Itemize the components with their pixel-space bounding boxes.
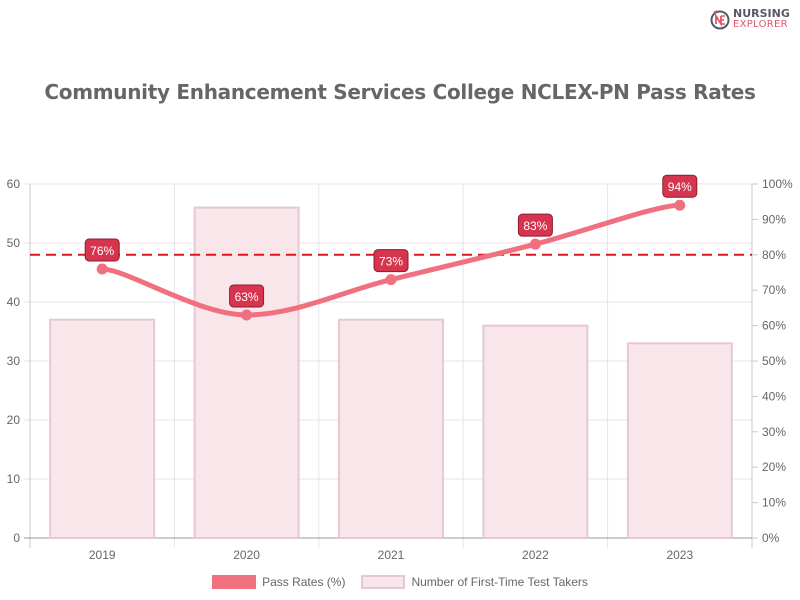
data-label: 94% <box>662 174 698 198</box>
data-label: 63% <box>229 284 265 308</box>
nursing-explorer-logo: NURSING EXPLORER <box>710 8 790 30</box>
bar-2022[interactable] <box>482 324 589 539</box>
y-left-tick: 40 <box>7 295 21 309</box>
y-left-tick: 20 <box>7 413 21 427</box>
legend-label-pass-rates: Pass Rates (%) <box>262 575 346 589</box>
y-left-tick: 60 <box>7 177 21 191</box>
y-left-tick: 30 <box>7 354 21 368</box>
test-takers-swatch <box>361 575 406 589</box>
data-label: 73% <box>373 249 409 273</box>
y-right-tick: 10% <box>762 496 786 510</box>
y-left-tick: 0 <box>13 531 20 545</box>
svg-text:73%: 73% <box>379 255 403 269</box>
bar-2021[interactable] <box>338 318 444 540</box>
y-left-tick: 50 <box>7 236 21 250</box>
pass-rates-swatch <box>212 575 257 589</box>
logo-icon <box>710 10 730 30</box>
svg-text:83%: 83% <box>523 219 547 233</box>
y-right-tick: 50% <box>762 354 786 368</box>
svg-text:94%: 94% <box>668 180 692 194</box>
chart-title: Community Enhancement Services College N… <box>44 80 756 104</box>
svg-text:76%: 76% <box>90 244 114 258</box>
bar-2023[interactable] <box>626 342 733 539</box>
pass-rate-point[interactable] <box>674 199 686 211</box>
legend-item-test-takers[interactable]: Number of First-Time Test Takers <box>361 575 588 589</box>
legend-item-pass-rates[interactable]: Pass Rates (%) <box>212 575 345 589</box>
logo-line2: EXPLORER <box>733 19 788 30</box>
pass-rate-point[interactable] <box>385 274 397 286</box>
legend: Pass Rates (%) Number of First-Time Test… <box>0 575 800 589</box>
data-label: 83% <box>517 213 553 237</box>
y-right-tick: 90% <box>762 212 786 226</box>
bar-2020[interactable] <box>193 206 300 539</box>
x-tick: 2023 <box>666 548 693 562</box>
logo-line1: NURSING <box>733 7 790 20</box>
x-tick: 2022 <box>522 548 549 562</box>
y-right-tick: 100% <box>762 177 793 191</box>
x-tick: 2021 <box>378 548 405 562</box>
y-right-tick: 80% <box>762 248 786 262</box>
y-left-tick: 10 <box>7 472 21 486</box>
y-right-tick: 20% <box>762 460 786 474</box>
x-tick: 2019 <box>89 548 116 562</box>
x-tick: 2020 <box>233 548 260 562</box>
y-right-tick: 0% <box>762 531 780 545</box>
pass-rate-point[interactable] <box>241 309 253 321</box>
pass-rate-point[interactable] <box>96 263 108 275</box>
bar-2019[interactable] <box>49 318 156 540</box>
legend-label-test-takers: Number of First-Time Test Takers <box>411 575 588 589</box>
y-right-tick: 40% <box>762 389 786 403</box>
svg-text:63%: 63% <box>235 290 259 304</box>
data-label: 76% <box>84 238 120 262</box>
y-right-tick: 30% <box>762 425 786 439</box>
y-right-tick: 60% <box>762 319 786 333</box>
y-right-tick: 70% <box>762 283 786 297</box>
pass-rate-point[interactable] <box>529 238 541 250</box>
